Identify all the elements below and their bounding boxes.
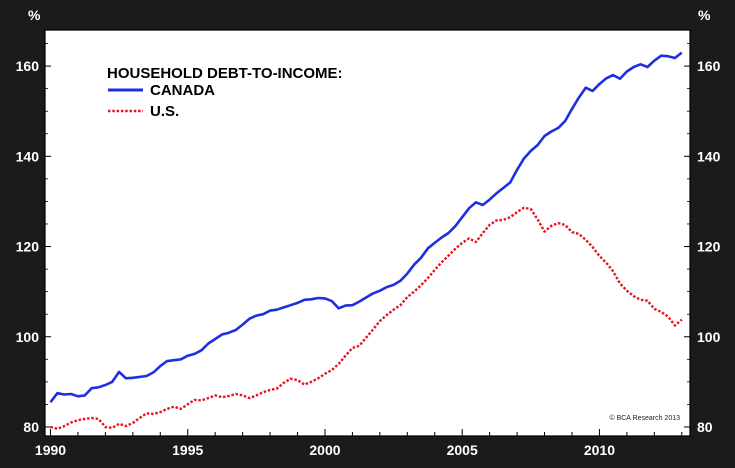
y-tick-label-right: 120: [697, 239, 721, 255]
y-axis-unit-left: %: [28, 7, 41, 23]
x-tick-label: 2000: [309, 442, 340, 458]
y-tick-label-left: 140: [16, 148, 40, 164]
source-note: © BCA Research 2013: [609, 414, 680, 422]
y-tick-label-left: 120: [16, 239, 40, 255]
legend-label: U.S.: [150, 103, 179, 120]
legend-label: CANADA: [150, 82, 215, 99]
axes-layer: 80 80 100 100 120 120 140 140 160 160% % 1990 1995 20…: [16, 7, 721, 458]
y-tick-label-left: 100: [16, 329, 40, 345]
series-layer: [49, 51, 683, 430]
x-tick-label: 2010: [584, 442, 615, 458]
y-tick-label-right: 140: [697, 148, 721, 164]
y-axis-unit-right: %: [698, 7, 711, 23]
x-tick-label: 1990: [35, 442, 66, 458]
y-tick-label-left: 160: [16, 58, 40, 74]
y-tick-label-left: 80: [23, 419, 39, 435]
plot-frame: [44, 29, 691, 437]
y-tick-label-right: 160: [697, 58, 721, 74]
series-line-us: [50, 206, 683, 430]
series-line-canada: [49, 51, 683, 403]
plot-area: [45, 30, 690, 436]
legend: HOUSEHOLD DEBT-TO-INCOME:CANADA U.S.: [107, 65, 343, 120]
chart-title: HOUSEHOLD DEBT-TO-INCOME:: [107, 65, 343, 82]
x-tick-label: 2005: [447, 442, 478, 458]
x-tick-label: 1995: [172, 442, 203, 458]
y-tick-label-right: 80: [697, 419, 713, 435]
y-tick-label-right: 100: [697, 329, 721, 345]
